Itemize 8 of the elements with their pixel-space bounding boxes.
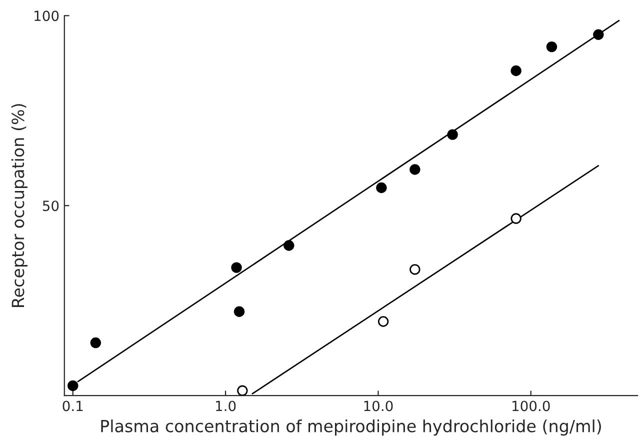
y-tick-label: 50 bbox=[42, 200, 59, 212]
y-axis-title: Receptor occupation (%) bbox=[11, 104, 28, 307]
x-tick-label: 10.0 bbox=[364, 400, 393, 412]
x-axis-title: Plasma concentration of mepirodipine hydrochloride (ng/ml) bbox=[101, 419, 601, 436]
y-tick-label: 100 bbox=[34, 10, 59, 22]
x-tick-label: 100.0 bbox=[512, 400, 550, 412]
x-tick-label: 0.1 bbox=[62, 400, 83, 412]
x-tick-label: 1.0 bbox=[216, 400, 236, 412]
